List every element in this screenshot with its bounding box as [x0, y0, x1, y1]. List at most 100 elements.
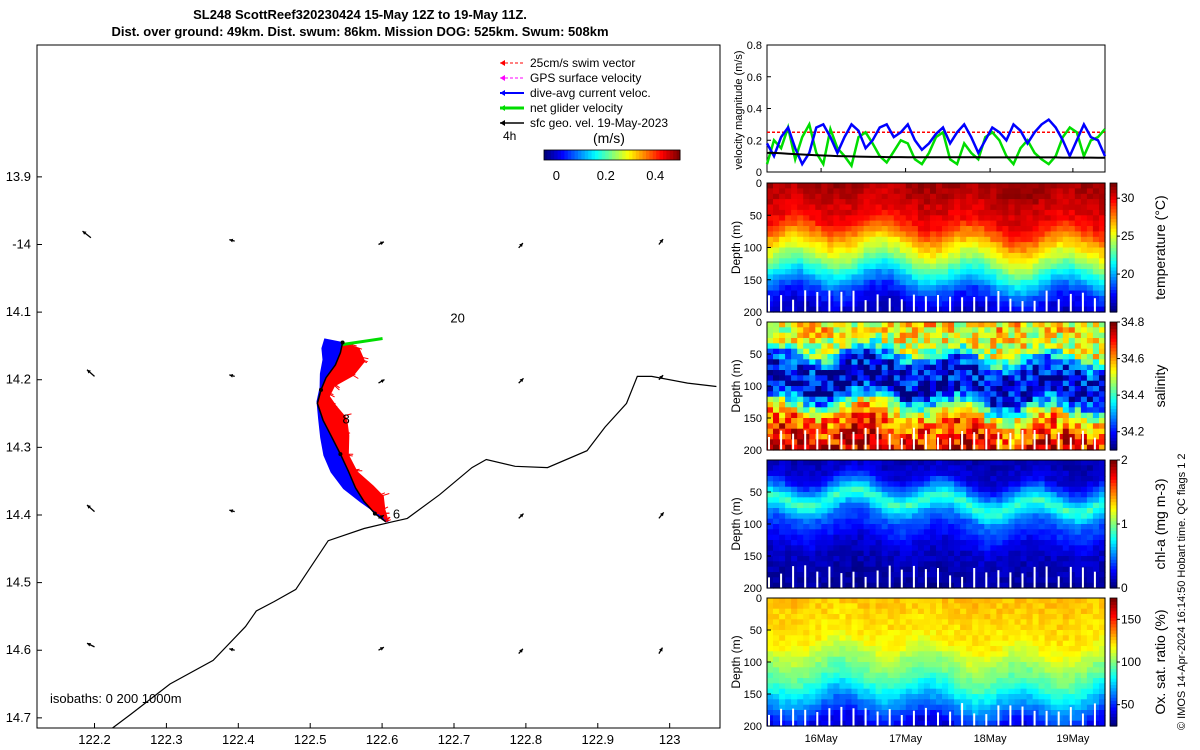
no-data-gap — [1009, 572, 1012, 588]
heatmap-cell — [1020, 274, 1028, 281]
heatmap-cell — [1062, 407, 1070, 414]
heatmap-cell — [875, 359, 883, 366]
heatmap-cell — [1086, 380, 1094, 387]
heatmap-cell — [803, 656, 810, 663]
heatmap-cell — [851, 492, 859, 498]
legend-label: net glider velocity — [530, 101, 623, 115]
colorbar-segment — [673, 150, 678, 160]
heatmap-cell — [845, 624, 853, 631]
colorbar-segment — [1110, 266, 1117, 271]
heatmap-cell — [1020, 269, 1028, 275]
heatmap-cell — [911, 279, 919, 286]
heatmap-cell — [978, 418, 985, 424]
heatmap-cell — [773, 359, 780, 366]
heatmap-cell — [797, 263, 804, 270]
heatmap-cell — [785, 619, 792, 626]
heatmap-cell — [905, 263, 913, 270]
heatmap-cell — [996, 242, 1003, 249]
heatmap-cell — [942, 285, 949, 292]
heatmap-cell — [911, 295, 919, 302]
heatmap-cell — [791, 412, 798, 419]
heatmap-cell — [809, 209, 816, 216]
heatmap-cell — [1074, 508, 1082, 514]
heatmap-cell — [911, 550, 919, 557]
heatmap-cell — [773, 290, 780, 297]
heatmap-cell — [1062, 402, 1070, 408]
heatmap-cell — [930, 290, 937, 297]
heatmap-cell — [1099, 236, 1106, 243]
heatmap-cell — [930, 354, 937, 360]
heatmap-cell — [990, 301, 997, 308]
heatmap-cell — [936, 470, 943, 477]
heatmap-cell — [815, 561, 822, 568]
heatmap-cell — [1086, 497, 1094, 504]
heatmap-cell — [797, 550, 804, 557]
heatmap-cell — [833, 364, 840, 371]
heatmap-cell — [821, 354, 828, 360]
heatmap-cell — [803, 407, 810, 414]
heatmap-cell — [1050, 252, 1058, 259]
heatmap-cell — [809, 614, 816, 620]
heatmap-cell — [791, 343, 798, 350]
heatmap-cell — [767, 534, 774, 541]
heatmap-cell — [942, 188, 949, 195]
colorbar-segment — [1110, 224, 1117, 229]
heatmap-cell — [996, 540, 1003, 546]
heatmap-cell — [911, 444, 919, 451]
heatmap-cell — [797, 295, 804, 302]
heatmap-cell — [863, 688, 871, 695]
heatmap-cell — [857, 423, 865, 430]
heatmap-cell — [1068, 412, 1076, 419]
heatmap-cell — [803, 699, 810, 706]
heatmap-cell — [930, 460, 937, 466]
no-data-gap — [888, 565, 891, 588]
heatmap-cell — [948, 460, 955, 466]
heatmap-cell — [839, 561, 846, 568]
heatmap-cell — [845, 290, 853, 297]
heatmap-cell — [785, 386, 792, 392]
colorbar-segment — [574, 150, 579, 160]
heatmap-cell — [845, 481, 853, 488]
heatmap-cell — [887, 343, 895, 350]
heatmap-cell — [869, 226, 877, 232]
heatmap-cell — [1074, 183, 1082, 189]
heatmap-cell — [893, 226, 901, 232]
heatmap-cell — [996, 269, 1003, 275]
heatmap-cell — [827, 263, 834, 270]
heatmap-cell — [1008, 439, 1015, 446]
heatmap-cell — [845, 614, 853, 620]
heatmap-cell — [845, 279, 853, 286]
heatmap-cell — [917, 391, 925, 398]
title-line-2: Dist. over ground: 49km. Dist. swum: 86k… — [111, 24, 609, 39]
heatmap-cell — [942, 566, 949, 573]
heatmap-cell — [1026, 561, 1034, 568]
heatmap-cell — [791, 418, 798, 424]
heatmap-cell — [1026, 247, 1034, 254]
heatmap-cell — [917, 439, 925, 446]
heatmap-cell — [827, 481, 834, 488]
heatmap-cell — [767, 391, 774, 398]
heatmap-cell — [1032, 247, 1040, 254]
heatmap-cell — [875, 619, 883, 626]
heatmap-cell — [809, 556, 816, 562]
heatmap-cell — [984, 476, 991, 482]
heatmap-cell — [954, 444, 961, 451]
heatmap-cell — [1044, 386, 1052, 392]
heatmap-cell — [972, 290, 979, 297]
heatmap-cell — [1020, 460, 1028, 466]
heatmap-cell — [815, 204, 822, 211]
heatmap-cell — [930, 412, 937, 419]
heatmap-cell — [936, 285, 943, 292]
heatmap-cell — [893, 508, 901, 514]
heatmap-cell — [833, 418, 840, 424]
heatmap-cell — [779, 624, 786, 631]
colorbar-tick-label: 34.4 — [1121, 388, 1145, 402]
heatmap-cell — [984, 247, 991, 254]
heatmap-cell — [773, 391, 780, 398]
heatmap-cell — [797, 465, 804, 472]
colorbar-segment — [1110, 395, 1117, 400]
heatmap-cell — [845, 209, 853, 216]
heatmap-cell — [978, 396, 985, 403]
heatmap-cell — [917, 188, 925, 195]
heatmap-cell — [773, 518, 780, 525]
